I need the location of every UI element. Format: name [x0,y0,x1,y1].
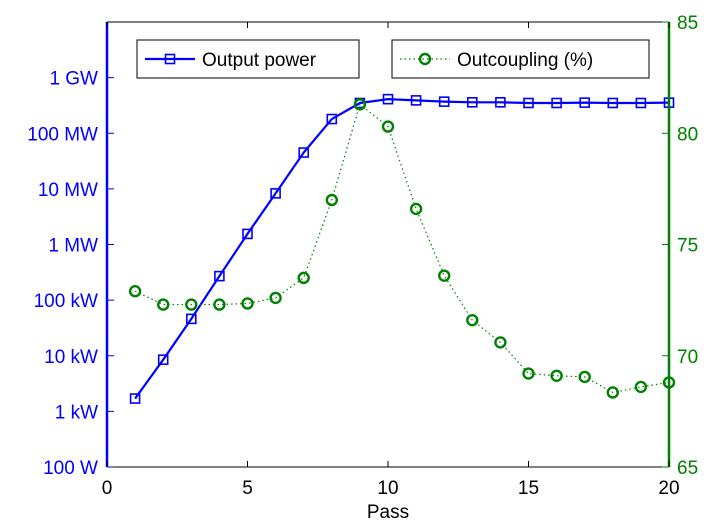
series-1-point [523,97,534,109]
series-2-point [438,269,451,282]
series-2-point [297,271,310,285]
series-1-point [214,270,225,282]
x-axis-label: Pass [367,502,409,522]
series-2-point [381,120,395,133]
series-1-point [298,147,310,158]
plot-area [107,22,669,467]
left-y-tick-label: 10 kW [44,347,98,368]
series-1-point [607,97,619,109]
right-y-tick-label: 85 [677,13,698,34]
series-1-point [242,228,253,240]
legend-label: Outcoupling (%) [457,50,593,71]
x-tick-label: 5 [242,478,253,499]
series-2-point [269,291,282,305]
x-tick-label: 10 [377,478,398,499]
legend-entry-2: Outcoupling (%) [391,39,650,79]
series-2-point [494,336,507,349]
series-2-point [466,313,479,327]
series-2-point [578,370,591,384]
left-y-tick-label: 10 MW [38,180,98,201]
series-1-point [326,113,338,125]
series-1-point [270,188,281,199]
series-1-point [157,354,169,365]
legend-entry-1: Output power [136,39,360,79]
left-y-tick-label: 100 MW [27,124,98,145]
series-1-point [579,97,591,108]
right-y-tick-label: 65 [677,458,698,479]
series-2-point [185,298,198,311]
left-y-tick-label: 1 GW [49,69,98,90]
series-2-point [325,193,338,207]
left-y-tick-label: 100 W [43,458,98,479]
series-1-point [382,93,394,105]
series-2-point [522,367,535,380]
left-y-tick-label: 1 MW [48,236,98,257]
left-y-tick-label: 100 kW [34,291,98,312]
x-tick-label: 0 [102,478,113,499]
right-y-tick-label: 75 [677,236,698,257]
series-2-point [606,386,619,399]
legend: Output power Outcoupling (%) [136,39,650,79]
x-tick-label: 15 [518,478,539,499]
series-1-point [438,96,450,107]
series-2-point [409,202,423,216]
series-1-point [551,97,562,109]
legend-box [391,39,650,79]
series-layer [128,93,676,404]
series-1-point [466,97,478,108]
x-tick-label: 20 [658,478,679,499]
series-2-point [634,380,648,394]
series-1-point [495,97,506,108]
series-2-point [156,298,170,311]
axes-layer: 0 5 10 15 20 100 W 1 kW 10 kW 100 kW 1 MW 10 MW 100… [27,13,698,499]
series-2-point [128,285,142,298]
legend-marker [418,52,432,66]
series-2-point [213,298,226,311]
left-y-tick-label: 1 kW [55,402,98,423]
series-1-point [129,393,141,404]
series-1-point [410,95,422,106]
legend-marker [164,53,176,65]
series-2-point [241,297,254,310]
legend-label: Output power [202,50,317,71]
series-2-point [353,98,367,111]
right-y-tick-label: 70 [677,347,698,368]
series-1-point [186,313,197,325]
series-1-point [635,97,647,109]
right-y-tick-label: 80 [677,124,698,145]
series-2-point [550,369,563,382]
